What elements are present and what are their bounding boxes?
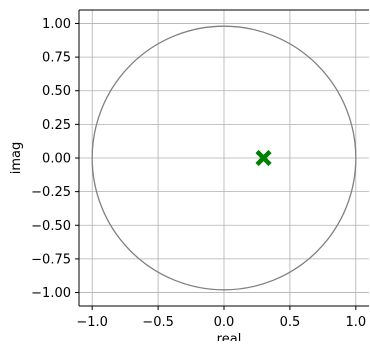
x-axis-label: real	[217, 332, 242, 341]
grid-lines	[79, 10, 369, 306]
x-tick-label: 0.0	[214, 315, 235, 330]
x-tick-label: −0.5	[142, 315, 174, 330]
x-tick-label: 0.5	[280, 315, 301, 330]
y-tick-label: 0.75	[42, 51, 71, 66]
y-tick-label: −0.50	[31, 219, 71, 234]
y-tick-label: 0.50	[42, 84, 71, 99]
y-axis-label: imag	[9, 142, 24, 175]
x-tick-label: 1.0	[345, 315, 366, 330]
x-tick-label: −1.0	[76, 315, 108, 330]
y-tick-label: −1.00	[31, 286, 71, 301]
y-tick-label: 1.00	[42, 17, 71, 32]
y-tick-label: −0.75	[31, 252, 71, 267]
y-tick-label: −0.25	[31, 185, 71, 200]
y-tick-label: 0.00	[42, 152, 71, 167]
y-tick-label: 0.25	[42, 118, 71, 133]
